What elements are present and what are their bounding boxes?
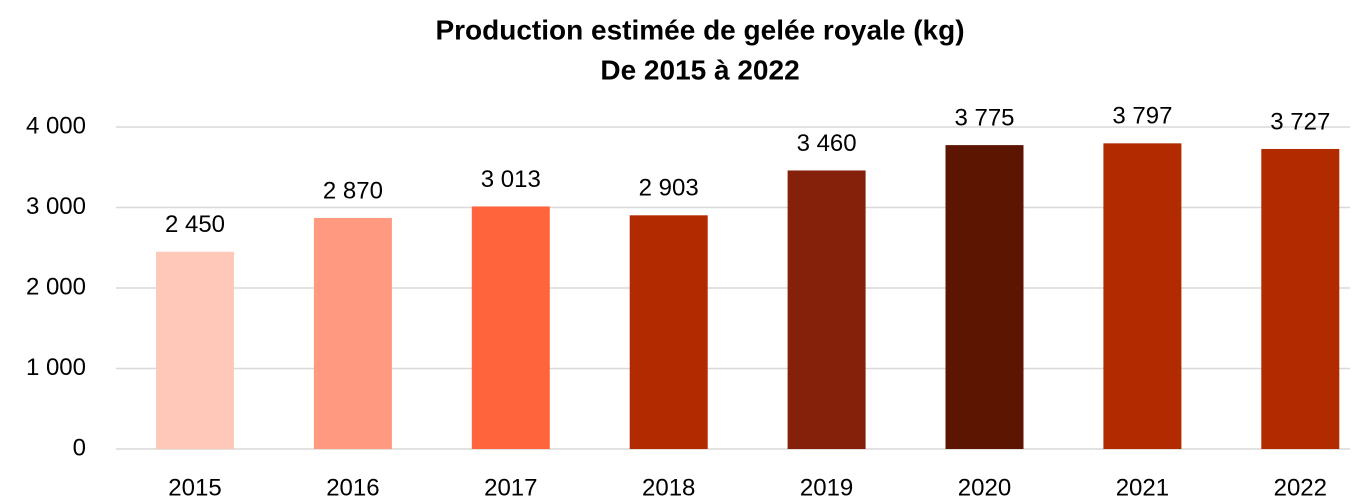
x-tick-label: 2019 bbox=[800, 474, 853, 501]
x-tick-label: 2022 bbox=[1274, 474, 1327, 501]
value-label: 2 870 bbox=[323, 177, 383, 204]
x-tick-label: 2017 bbox=[484, 474, 537, 501]
bar bbox=[313, 217, 392, 449]
value-label: 3 460 bbox=[797, 130, 857, 157]
chart-title: Production estimée de gelée royale (kg) bbox=[435, 14, 964, 45]
value-label: 3 775 bbox=[954, 104, 1014, 131]
bar bbox=[1103, 143, 1182, 450]
chart-subtitle: De 2015 à 2022 bbox=[600, 54, 799, 85]
value-label: 3 727 bbox=[1270, 108, 1330, 135]
value-label: 2 903 bbox=[639, 175, 699, 202]
x-tick-label: 2016 bbox=[326, 474, 379, 501]
bar bbox=[471, 206, 550, 449]
bar bbox=[787, 170, 866, 449]
y-tick-label: 2 000 bbox=[26, 273, 86, 300]
y-tick-label: 3 000 bbox=[26, 193, 86, 220]
value-label: 2 450 bbox=[165, 211, 225, 238]
x-tick-label: 2020 bbox=[958, 474, 1011, 501]
x-tick-label: 2018 bbox=[642, 474, 695, 501]
bar bbox=[945, 145, 1024, 450]
x-tick-label: 2021 bbox=[1116, 474, 1169, 501]
bar bbox=[1261, 148, 1340, 449]
y-tick-label: 0 bbox=[73, 434, 86, 461]
value-label: 3 797 bbox=[1112, 103, 1172, 130]
x-tick-label: 2015 bbox=[168, 474, 221, 501]
value-label: 3 013 bbox=[481, 166, 541, 193]
y-tick-label: 1 000 bbox=[26, 354, 86, 381]
y-tick-label: 4 000 bbox=[26, 112, 86, 139]
bar bbox=[156, 251, 234, 449]
bar bbox=[629, 215, 708, 449]
